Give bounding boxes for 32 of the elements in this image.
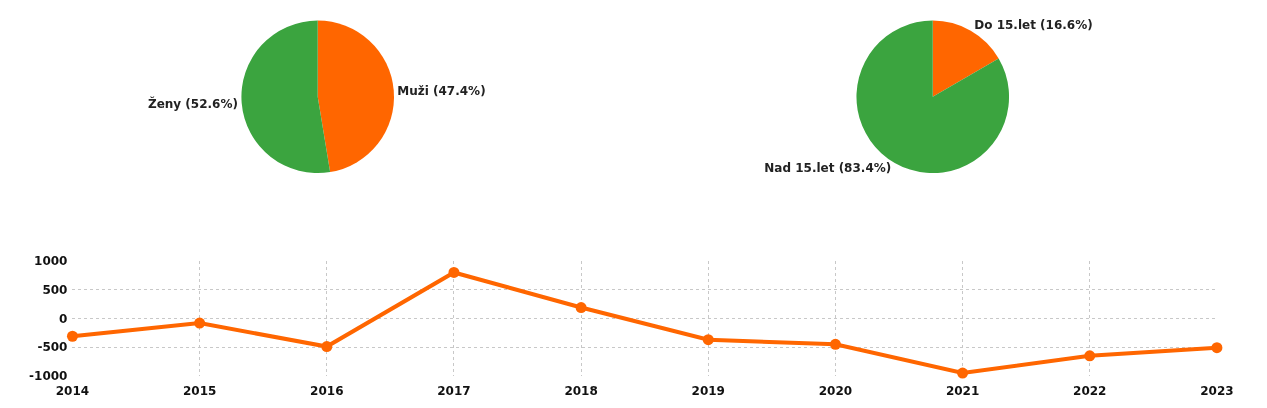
point [957, 367, 969, 379]
point [448, 266, 460, 278]
slice-label: Ženy (52.6%) [147, 95, 238, 111]
x-tick-label: 2017 [437, 383, 471, 398]
x-tick-label: 2015 [182, 383, 217, 398]
point [1084, 350, 1096, 362]
x-tick-label: 2021 [945, 383, 980, 398]
x-tick-label: 2019 [691, 383, 725, 398]
y-tick-label: 500 [42, 282, 68, 297]
y-tick-label: 0 [59, 311, 68, 326]
point [575, 302, 587, 314]
pie-slice [317, 20, 394, 173]
y-tick-label: 1000 [34, 254, 68, 269]
point [1211, 342, 1223, 354]
point [194, 317, 206, 329]
x-tick-label: 2018 [564, 383, 598, 398]
y-tick-label: -500 [37, 340, 68, 355]
x-tick-label: 2016 [310, 383, 344, 398]
point [702, 334, 714, 346]
slice-label: Do 15.let (16.6%) [974, 18, 1093, 33]
x-tick-label: 2023 [1200, 383, 1234, 398]
point [66, 330, 78, 342]
x-tick-label: 2020 [818, 383, 853, 398]
point [829, 338, 841, 350]
pie-slice [241, 20, 331, 174]
x-tick-label: 2014 [55, 383, 90, 398]
y-tick-label: -1000 [29, 369, 68, 384]
slice-label: Nad 15.let (83.4%) [764, 161, 892, 176]
pie-slice [932, 20, 999, 97]
point [321, 341, 333, 353]
x-tick-label: 2022 [1073, 383, 1107, 398]
slice-label: Muži (47.4%) [397, 83, 486, 98]
